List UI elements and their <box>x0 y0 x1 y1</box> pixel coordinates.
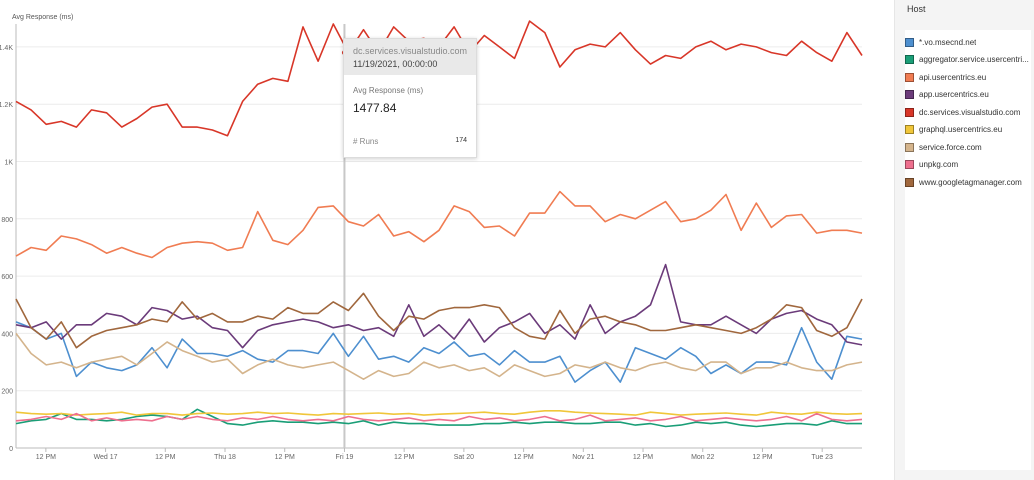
series-line-graphql-usercentrics-eu <box>15 409 863 416</box>
x-tick-label: 12 PM <box>513 454 533 461</box>
x-tick-label: 12 PM <box>752 454 772 461</box>
tooltip-host: dc.services.visualstudio.com <box>353 46 468 56</box>
x-tick-label: 12 PM <box>275 454 295 461</box>
tooltip-metric-label: Avg Response (ms) <box>353 86 424 95</box>
x-tick-label: 12 PM <box>155 454 175 461</box>
legend-label: api.usercentrics.eu <box>919 72 987 82</box>
legend-swatch <box>905 107 914 117</box>
y-tick-label: 1K <box>4 160 13 167</box>
y-tick-label: 800 <box>1 217 13 224</box>
series-line-aggregator-service-usercentri <box>15 408 862 428</box>
legend-item[interactable]: graphql.usercentrics.eu <box>905 123 1029 137</box>
tooltip-header: dc.services.visualstudio.com 11/19/2021,… <box>344 39 476 75</box>
legend-label: aggregator.service.usercentri... <box>919 55 1029 64</box>
y-tick-label: 1.2K <box>0 102 13 109</box>
series-line-app-usercentrics-eu <box>15 263 863 349</box>
tooltip-runs-value: 174 <box>455 137 467 144</box>
x-tick-label: Tue 23 <box>811 454 833 461</box>
legend-title: Host <box>907 4 926 14</box>
legend-item[interactable]: *.vo.msecnd.net <box>905 35 1029 49</box>
y-tick-label: 400 <box>1 331 13 338</box>
legend-item[interactable]: unpkg.com <box>905 158 1029 172</box>
legend-label: www.googletagmanager.com <box>919 177 1022 187</box>
x-tick-label: 12 PM <box>633 454 653 461</box>
chart-area[interactable]: Avg Response (ms) 0 200 400 600 800 1K 1.2K 1.4… <box>0 0 880 480</box>
legend-swatch <box>905 37 914 47</box>
legend-swatch <box>905 72 914 82</box>
legend-item[interactable]: aggregator.service.usercentri... <box>905 53 1029 67</box>
x-tick-label: Nov 21 <box>572 454 594 461</box>
legend-item[interactable]: api.usercentrics.eu <box>905 70 1029 84</box>
tooltip-runs-label: # Runs <box>353 137 379 146</box>
tooltip-metric-value: 1477.84 <box>353 101 397 115</box>
legend-label: service.force.com <box>919 142 982 152</box>
x-tick-label: 12 PM <box>394 454 414 461</box>
legend-item[interactable]: www.googletagmanager.com <box>905 175 1029 189</box>
y-tick-label: 0 <box>9 446 13 453</box>
series-line-service-force-com <box>15 332 863 381</box>
x-tick-label: 12 PM <box>36 454 56 461</box>
legend-swatch <box>905 177 914 187</box>
legend-swatch <box>905 90 914 99</box>
series-line-unpkg-com <box>15 412 863 422</box>
y-tick-label: 200 <box>1 389 13 396</box>
x-tick-label: Thu 18 <box>214 454 236 461</box>
legend-item[interactable]: app.usercentrics.eu <box>905 88 1029 102</box>
legend-item[interactable]: dc.services.visualstudio.com <box>905 105 1029 119</box>
legend-panel: Host *.vo.msecnd.net aggregator.service.u… <box>894 0 1034 480</box>
legend-item[interactable]: service.force.com <box>905 140 1029 154</box>
legend-label: dc.services.visualstudio.com <box>919 107 1021 117</box>
legend-list: *.vo.msecnd.net aggregator.service.userce… <box>905 30 1031 470</box>
legend-label: *.vo.msecnd.net <box>919 37 977 47</box>
legend-swatch <box>905 160 914 169</box>
x-tick-label: Fri 19 <box>335 454 353 461</box>
x-tick-label: Mon 22 <box>691 454 714 461</box>
legend-label: graphql.usercentrics.eu <box>919 125 1003 134</box>
legend-label: unpkg.com <box>919 160 959 169</box>
legend-swatch <box>905 142 914 152</box>
y-tick-label: 600 <box>1 274 13 281</box>
tooltip-date: 11/19/2021, 00:00:00 <box>353 59 438 69</box>
legend-swatch <box>905 125 914 134</box>
x-tick-label: Wed 17 <box>94 454 118 461</box>
legend-label: app.usercentrics.eu <box>919 90 989 99</box>
y-axis-label: Avg Response (ms) <box>12 14 74 21</box>
y-tick-label: 1.4K <box>0 45 13 52</box>
series-line-api-usercentrics-eu <box>15 190 863 259</box>
hover-tooltip: dc.services.visualstudio.com 11/19/2021,… <box>343 38 477 158</box>
series-line-vo-msecnd-net <box>15 321 863 383</box>
x-tick-label: Sat 20 <box>454 454 474 461</box>
series-line-www-googletagmanager-com <box>15 292 863 349</box>
legend-swatch <box>905 55 914 64</box>
